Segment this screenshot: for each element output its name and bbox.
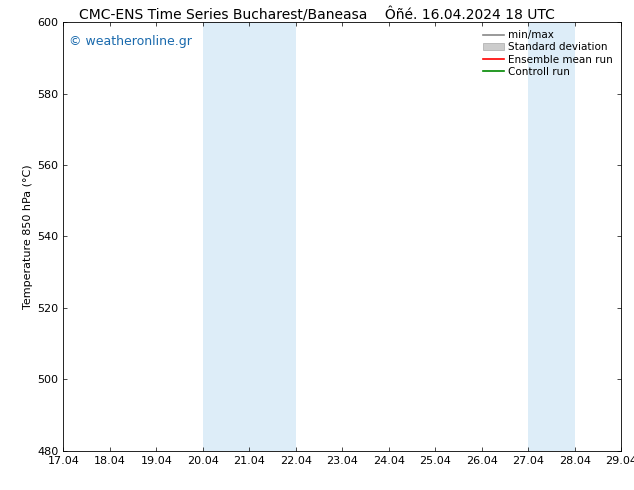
Text: © weatheronline.gr: © weatheronline.gr (69, 35, 192, 48)
Bar (528, 22, 575, 451)
Text: CMC-ENS Time Series Bucharest/Baneasa    Ôñé. 16.04.2024 18 UTC: CMC-ENS Time Series Bucharest/Baneasa Ôñ… (79, 7, 555, 23)
Y-axis label: Temperature 850 hPa (°C): Temperature 850 hPa (°C) (23, 164, 33, 309)
Legend: min/max, Standard deviation, Ensemble mean run, Controll run: min/max, Standard deviation, Ensemble me… (480, 27, 616, 80)
Bar (203, 22, 296, 451)
